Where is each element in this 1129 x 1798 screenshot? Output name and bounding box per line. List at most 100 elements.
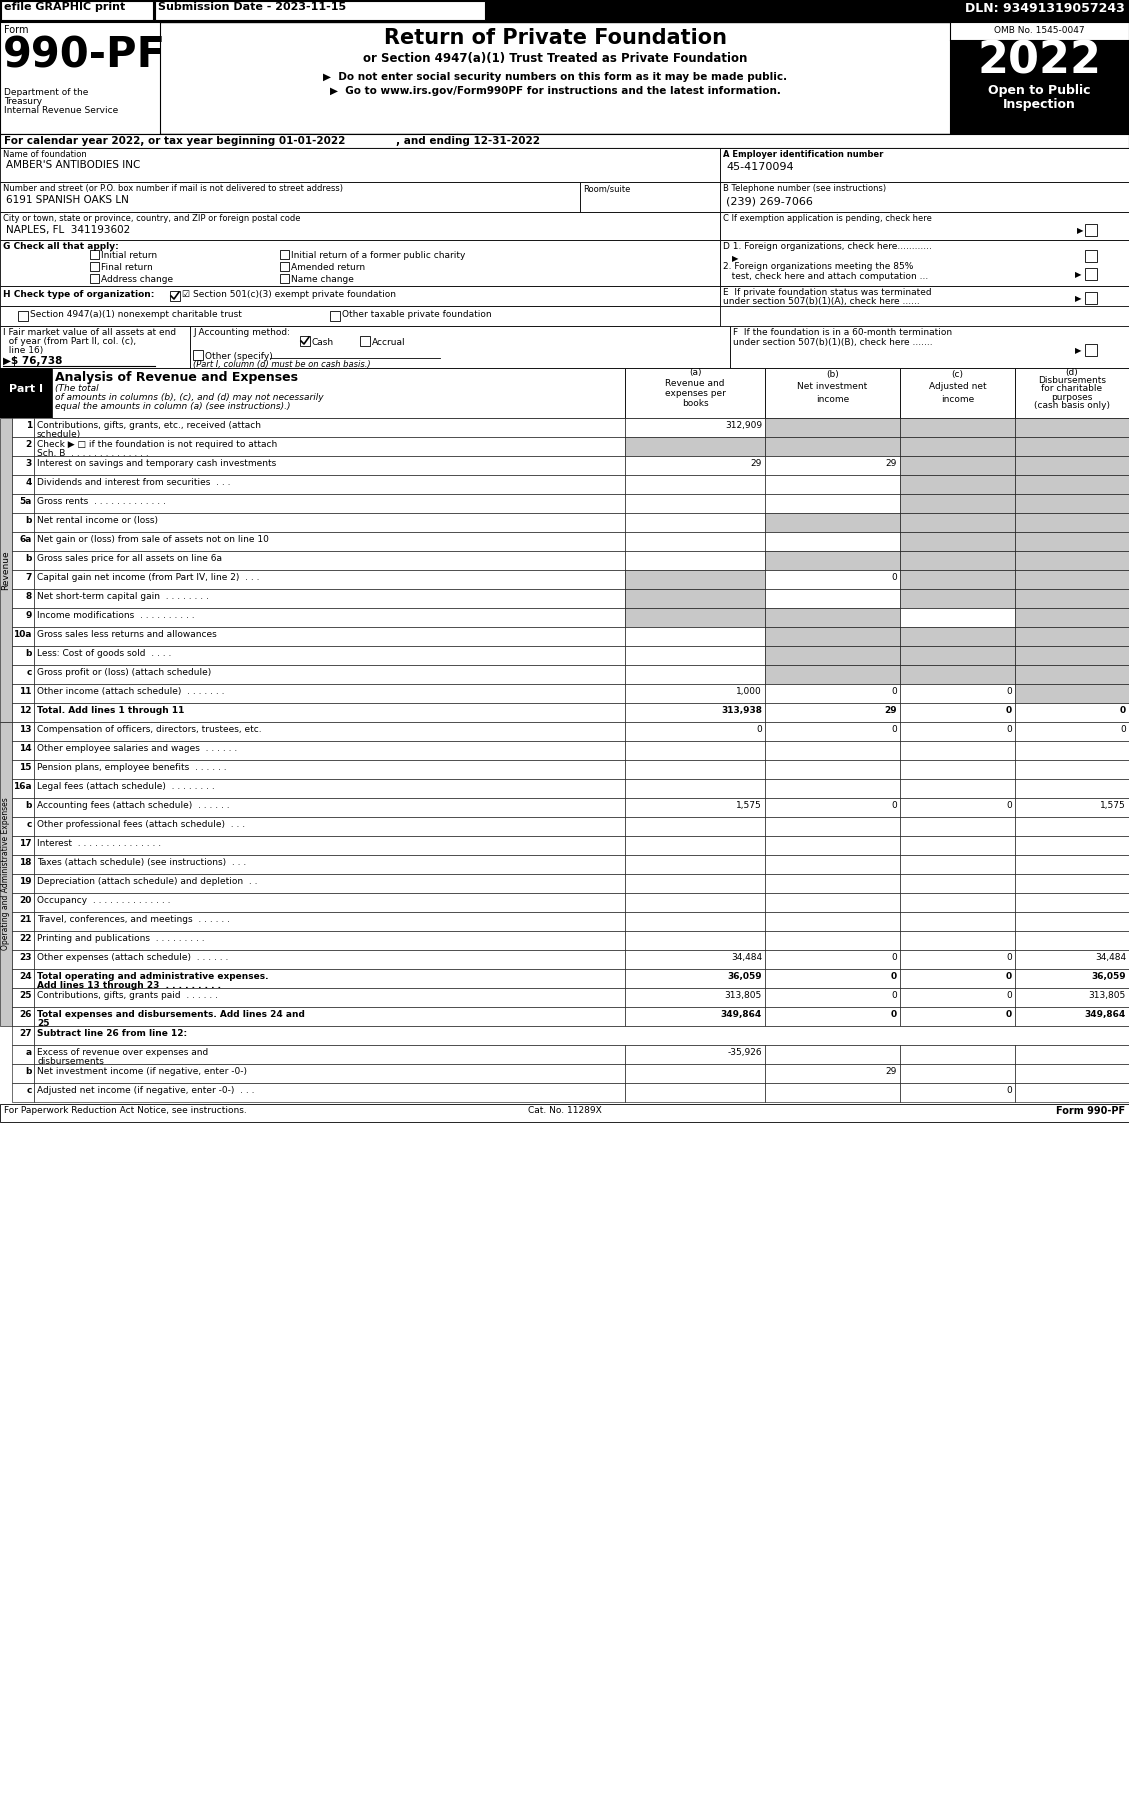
Bar: [12, 665, 34, 683]
Text: Other income (attach schedule)  . . . . . . .: Other income (attach schedule) . . . . .…: [37, 687, 225, 696]
Text: Subtract line 26 from line 12:: Subtract line 26 from line 12:: [37, 1028, 187, 1037]
Bar: [1085, 343, 1097, 356]
Text: 21: 21: [19, 915, 32, 924]
Text: 313,805: 313,805: [725, 991, 762, 1000]
Text: equal the amounts in column (a) (see instructions).): equal the amounts in column (a) (see ins…: [55, 403, 290, 412]
Bar: [0, 212, 720, 239]
Bar: [900, 874, 1015, 894]
Bar: [900, 532, 1015, 550]
Bar: [12, 683, 34, 703]
Text: 29: 29: [885, 458, 898, 467]
Bar: [625, 1064, 765, 1082]
Bar: [625, 874, 765, 894]
Bar: [625, 570, 765, 590]
Bar: [900, 949, 1015, 969]
Text: 5a: 5a: [19, 496, 32, 505]
Bar: [0, 135, 1129, 147]
Bar: [765, 874, 900, 894]
Bar: [1015, 761, 1129, 779]
Bar: [12, 894, 34, 912]
Text: Adjusted net income (if negative, enter -0-)  . . .: Adjusted net income (if negative, enter …: [37, 1086, 254, 1095]
Bar: [1015, 550, 1129, 570]
Text: Treasury: Treasury: [5, 97, 42, 106]
Bar: [1015, 894, 1129, 912]
Text: Pension plans, employee benefits  . . . . . .: Pension plans, employee benefits . . . .…: [37, 762, 227, 771]
Bar: [12, 836, 34, 856]
Bar: [34, 1045, 625, 1064]
Text: 0: 0: [1006, 973, 1012, 982]
Bar: [625, 856, 765, 874]
Text: Other professional fees (attach schedule)  . . .: Other professional fees (attach schedule…: [37, 820, 245, 829]
Text: 45-4170094: 45-4170094: [726, 162, 794, 173]
Bar: [625, 512, 765, 532]
Text: 27: 27: [19, 1028, 32, 1037]
Bar: [900, 683, 1015, 703]
Bar: [34, 761, 625, 779]
Text: 6191 SPANISH OAKS LN: 6191 SPANISH OAKS LN: [6, 194, 129, 205]
Bar: [900, 512, 1015, 532]
Text: Disbursements: Disbursements: [1038, 376, 1106, 385]
Text: Section 4947(a)(1) nonexempt charitable trust: Section 4947(a)(1) nonexempt charitable …: [30, 309, 242, 318]
Bar: [900, 1045, 1015, 1064]
Bar: [765, 475, 900, 494]
Bar: [765, 1082, 900, 1102]
Text: 29: 29: [884, 707, 898, 716]
Text: 13: 13: [19, 725, 32, 734]
Text: 0: 0: [891, 953, 898, 962]
Text: Depreciation (attach schedule) and depletion  . .: Depreciation (attach schedule) and deple…: [37, 877, 257, 886]
Text: 1,000: 1,000: [736, 687, 762, 696]
Bar: [90, 263, 99, 271]
Text: 349,864: 349,864: [720, 1010, 762, 1019]
Bar: [12, 457, 34, 475]
Bar: [0, 22, 160, 135]
Text: (The total: (The total: [55, 385, 98, 394]
Bar: [949, 40, 1129, 83]
Text: Revenue: Revenue: [1, 550, 10, 590]
Bar: [34, 969, 625, 987]
Bar: [720, 182, 1129, 212]
Bar: [900, 608, 1015, 628]
Bar: [625, 761, 765, 779]
Bar: [0, 723, 12, 1027]
Bar: [765, 723, 900, 741]
Bar: [900, 417, 1015, 437]
Text: Initial return of a former public charity: Initial return of a former public charit…: [291, 252, 465, 261]
Text: Taxes (attach schedule) (see instructions)  . . .: Taxes (attach schedule) (see instruction…: [37, 858, 246, 867]
Bar: [765, 779, 900, 798]
Text: 19: 19: [19, 877, 32, 886]
Bar: [900, 931, 1015, 949]
Bar: [900, 969, 1015, 987]
Bar: [765, 1045, 900, 1064]
Text: 17: 17: [19, 840, 32, 849]
Bar: [34, 550, 625, 570]
Bar: [1015, 703, 1129, 723]
Text: 25: 25: [37, 1019, 50, 1028]
Text: NAPLES, FL  341193602: NAPLES, FL 341193602: [6, 225, 130, 236]
Bar: [900, 836, 1015, 856]
Text: 4: 4: [26, 478, 32, 487]
Text: Name of foundation: Name of foundation: [3, 149, 87, 158]
Text: b: b: [26, 554, 32, 563]
Bar: [0, 22, 1129, 135]
Text: c: c: [27, 820, 32, 829]
Text: E  If private foundation status was terminated: E If private foundation status was termi…: [723, 288, 931, 297]
Bar: [34, 816, 625, 836]
Bar: [0, 182, 580, 212]
Text: Final return: Final return: [100, 263, 152, 271]
Bar: [765, 1064, 900, 1082]
Text: Interest on savings and temporary cash investments: Interest on savings and temporary cash i…: [37, 458, 277, 467]
Bar: [300, 336, 310, 345]
Text: A Employer identification number: A Employer identification number: [723, 149, 883, 158]
Bar: [1015, 683, 1129, 703]
Text: 12: 12: [19, 707, 32, 716]
Text: (a): (a): [689, 369, 701, 378]
Bar: [12, 494, 34, 512]
Bar: [900, 723, 1015, 741]
Bar: [1015, 1045, 1129, 1064]
Bar: [1015, 987, 1129, 1007]
Bar: [34, 1007, 625, 1027]
Text: Accounting fees (attach schedule)  . . . . . .: Accounting fees (attach schedule) . . . …: [37, 800, 229, 811]
Text: efile GRAPHIC print: efile GRAPHIC print: [5, 2, 125, 13]
Bar: [12, 987, 34, 1007]
Text: Capital gain net income (from Part IV, line 2)  . . .: Capital gain net income (from Part IV, l…: [37, 574, 260, 583]
